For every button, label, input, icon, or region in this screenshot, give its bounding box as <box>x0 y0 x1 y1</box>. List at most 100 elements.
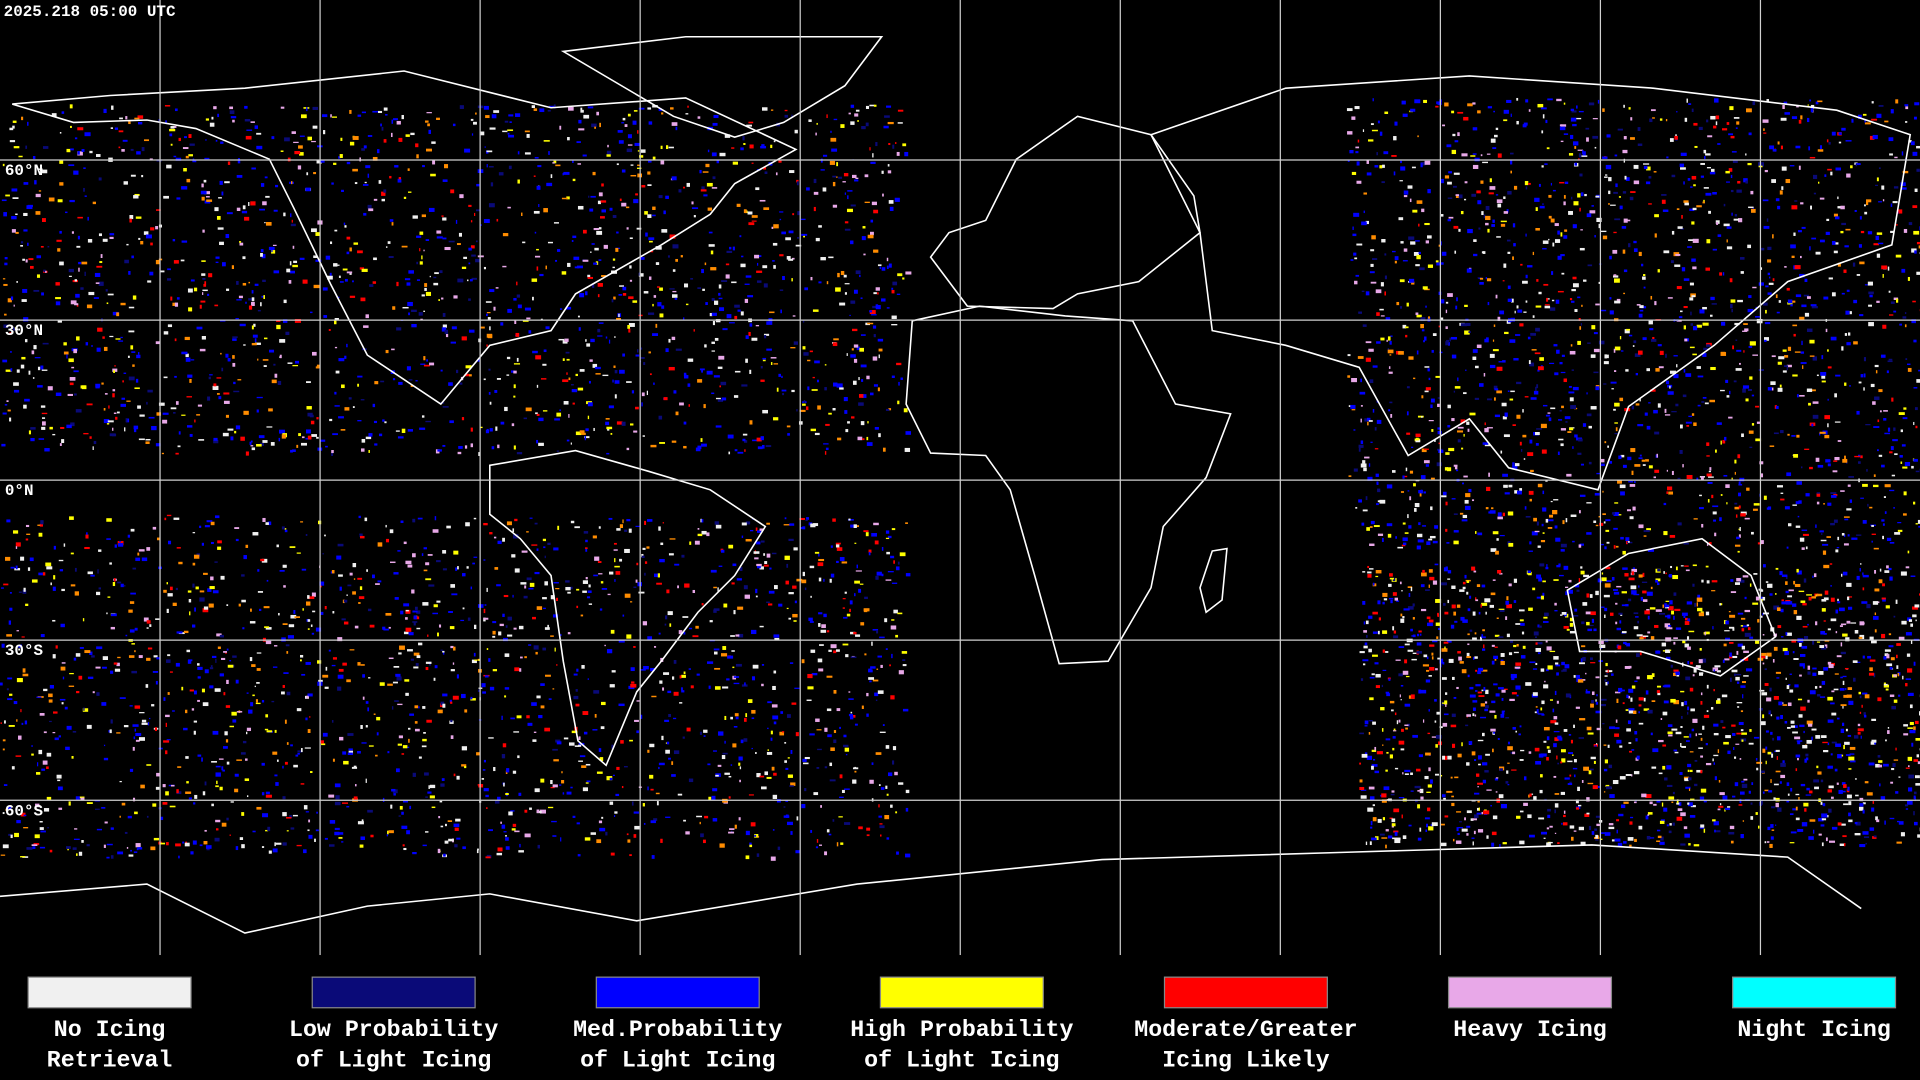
icing-pixel <box>1823 296 1829 300</box>
icing-pixel <box>1737 550 1740 553</box>
icing-pixel <box>759 566 764 570</box>
icing-pixel <box>256 652 262 654</box>
icing-pixel <box>800 218 806 221</box>
icing-pixel <box>1572 540 1575 543</box>
icing-pixel <box>138 438 145 441</box>
icing-pixel <box>251 297 255 302</box>
icing-pixel <box>827 734 832 738</box>
icing-pixel <box>1889 489 1895 492</box>
icing-pixel <box>238 603 241 607</box>
icing-pixel <box>792 585 797 589</box>
icing-pixel <box>1605 174 1608 176</box>
icing-pixel <box>440 825 444 828</box>
icing-pixel <box>605 336 608 339</box>
icing-pixel <box>598 227 602 230</box>
icing-pixel <box>681 554 685 558</box>
icing-pixel <box>489 686 495 691</box>
icing-pixel <box>283 585 286 588</box>
icing-pixel <box>1419 267 1425 271</box>
icing-pixel <box>1800 466 1803 469</box>
icing-pixel <box>219 180 223 185</box>
icing-pixel <box>296 444 299 448</box>
icing-pixel <box>1447 181 1452 185</box>
icing-pixel <box>1654 214 1659 218</box>
icing-pixel <box>1750 190 1754 195</box>
icing-pixel <box>638 107 645 110</box>
icing-pixel <box>357 821 364 825</box>
icing-pixel <box>226 212 233 215</box>
icing-pixel <box>210 521 215 526</box>
icing-pixel <box>727 655 734 659</box>
icing-pixel <box>831 148 838 152</box>
icing-pixel <box>843 744 849 748</box>
icing-pixel <box>160 842 166 845</box>
icing-pixel <box>862 226 866 229</box>
icing-pixel <box>711 152 717 157</box>
icing-pixel <box>405 609 409 612</box>
icing-pixel <box>409 713 414 716</box>
icing-pixel <box>348 748 353 751</box>
icing-pixel <box>701 368 703 373</box>
icing-pixel <box>1767 387 1772 391</box>
icing-pixel <box>1888 137 1894 142</box>
icing-pixel <box>864 653 867 656</box>
icing-pixel <box>1661 199 1666 204</box>
icing-pixel <box>21 116 24 121</box>
icing-pixel <box>846 613 851 617</box>
icing-pixel <box>566 439 570 442</box>
icing-pixel <box>162 412 169 415</box>
icing-pixel <box>1545 480 1548 482</box>
icing-pixel <box>813 206 816 212</box>
icing-pixel <box>663 210 666 215</box>
icing-pixel <box>119 815 121 818</box>
icing-pixel <box>1550 500 1553 503</box>
icing-pixel <box>119 697 126 699</box>
icing-pixel <box>866 827 871 831</box>
icing-pixel <box>71 756 74 759</box>
icing-pixel <box>351 766 358 769</box>
icing-pixel <box>87 571 93 575</box>
icing-pixel <box>395 430 400 432</box>
icing-pixel <box>14 328 18 331</box>
icing-pixel <box>799 517 805 521</box>
icing-pixel <box>1563 102 1566 105</box>
icing-pixel <box>717 764 722 767</box>
icing-pixel <box>139 712 145 714</box>
icing-pixel <box>627 839 631 843</box>
icing-pixel <box>227 161 231 165</box>
icing-pixel <box>375 583 380 585</box>
icing-pixel <box>755 324 760 327</box>
icing-pixel <box>2 163 5 167</box>
icing-pixel <box>866 834 870 837</box>
icing-pixel <box>447 820 453 823</box>
icing-pixel <box>374 381 379 385</box>
icing-pixel <box>653 295 657 298</box>
icing-pixel <box>1872 401 1876 405</box>
icing-pixel <box>618 703 625 707</box>
icing-pixel <box>587 274 591 278</box>
icing-pixel <box>1821 380 1826 383</box>
icing-pixel <box>170 296 173 301</box>
icing-pixel <box>1738 218 1743 223</box>
icing-pixel <box>1864 211 1868 215</box>
icing-pixel <box>423 547 427 550</box>
icing-pixel <box>1687 178 1691 181</box>
icing-pixel <box>225 739 229 743</box>
icing-pixel <box>1516 381 1522 385</box>
icing-pixel <box>129 705 133 707</box>
icing-pixel <box>400 520 404 523</box>
icing-pixel <box>253 323 256 327</box>
icing-pixel <box>413 615 417 620</box>
icing-pixel <box>1447 219 1452 222</box>
icing-pixel <box>293 610 296 614</box>
icing-pixel <box>255 699 258 703</box>
icing-pixel <box>193 802 196 805</box>
icing-pixel <box>751 747 753 750</box>
icing-pixel <box>449 420 454 424</box>
icing-pixel <box>788 592 794 595</box>
icing-pixel <box>127 534 131 538</box>
icing-pixel <box>850 240 854 245</box>
icing-pixel <box>474 212 476 216</box>
icing-pixel <box>675 411 679 416</box>
icing-pixel <box>762 409 768 414</box>
